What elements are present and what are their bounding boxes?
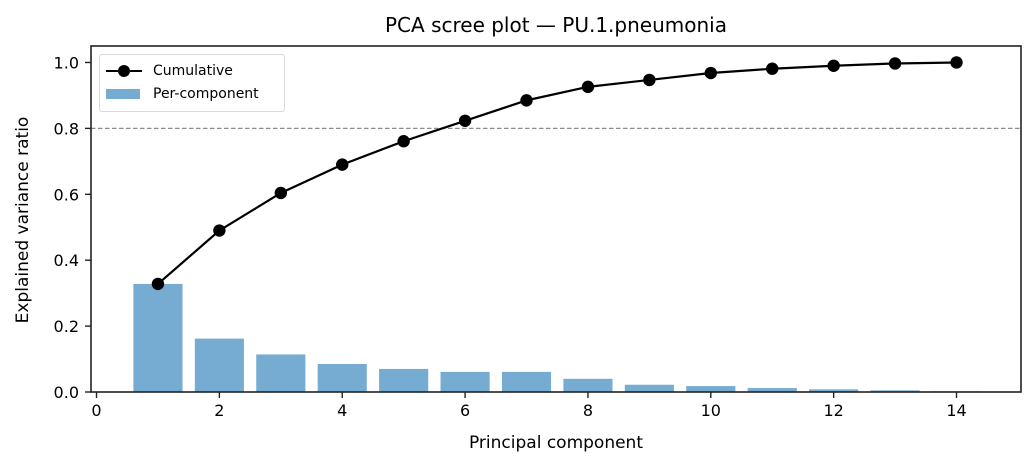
- per-component-bars: [133, 283, 982, 392]
- bar-pc-3: [256, 354, 306, 392]
- cumulative-marker-pc-5: [397, 135, 410, 148]
- bar-pc-5: [379, 368, 429, 392]
- x-tick-label: 12: [823, 401, 843, 420]
- x-tick-label: 2: [214, 401, 224, 420]
- chart-title: PCA scree plot — PU.1.pneumonia: [385, 13, 727, 37]
- y-axis-label: Explained variance ratio: [13, 116, 33, 324]
- legend-item-cumulative: Cumulative: [100, 61, 284, 81]
- y-axis-ticks: 0.0 0.2 0.4 0.6 0.8 1.0: [54, 53, 91, 402]
- bar-pc-12: [809, 389, 859, 392]
- bar-pc-1: [133, 283, 183, 392]
- x-tick-label: 6: [460, 401, 470, 420]
- cumulative-marker-pc-4: [336, 158, 349, 171]
- cumulative-marker-pc-1: [151, 277, 165, 291]
- x-tick-label: 10: [701, 401, 721, 420]
- cumulative-marker-pc-8: [581, 80, 595, 94]
- y-tick-label: 0.0: [54, 383, 79, 402]
- y-tick-label: 0.4: [54, 251, 79, 270]
- cumulative-markers: [151, 56, 963, 291]
- cumulative-line: [157, 61, 957, 285]
- x-tick-label: 4: [337, 401, 347, 420]
- bar-pc-13: [870, 390, 920, 392]
- cumulative-marker-pc-10: [704, 66, 717, 80]
- y-tick-label: 0.8: [54, 119, 79, 138]
- legend-bar-patch-icon: [106, 89, 140, 99]
- bar-pc-9: [624, 384, 674, 392]
- bar-pc-4: [317, 363, 367, 392]
- cumulative-marker-pc-6: [458, 114, 472, 128]
- bar-pc-6: [440, 371, 490, 392]
- y-tick-label: 0.6: [54, 185, 79, 204]
- x-tick-label: 0: [91, 401, 101, 420]
- y-tick-label: 1.0: [54, 53, 79, 72]
- cumulative-marker-pc-13: [888, 57, 902, 70]
- legend-item-per-component: Per-component: [100, 84, 284, 104]
- x-tick-label: 8: [583, 401, 593, 420]
- legend-marker-icon: [118, 65, 130, 77]
- x-tick-label: 14: [946, 401, 966, 420]
- bar-pc-8: [563, 378, 613, 392]
- cumulative-marker-pc-14: [950, 56, 963, 69]
- bar-pc-2: [194, 338, 244, 392]
- x-axis-ticks: 0 2 4 6 8 10 12 14: [91, 392, 967, 420]
- legend: Cumulative Per-component: [99, 54, 285, 112]
- y-tick-label: 0.2: [54, 317, 79, 336]
- cumulative-marker-pc-11: [766, 62, 779, 75]
- bar-pc-11: [747, 388, 797, 392]
- axes-frame: [90, 45, 1022, 393]
- cumulative-marker-pc-7: [520, 94, 533, 107]
- cumulative-marker-pc-12: [827, 59, 840, 72]
- cumulative-marker-pc-3: [274, 186, 288, 200]
- legend-label-cumulative: Cumulative: [153, 63, 233, 79]
- cumulative-marker-pc-2: [213, 224, 226, 237]
- cumulative-marker-pc-9: [643, 73, 656, 87]
- bar-pc-10: [686, 386, 736, 392]
- bar-pc-7: [501, 371, 552, 392]
- legend-label-per-component: Per-component: [153, 86, 259, 102]
- x-axis-label: Principal component: [468, 433, 644, 453]
